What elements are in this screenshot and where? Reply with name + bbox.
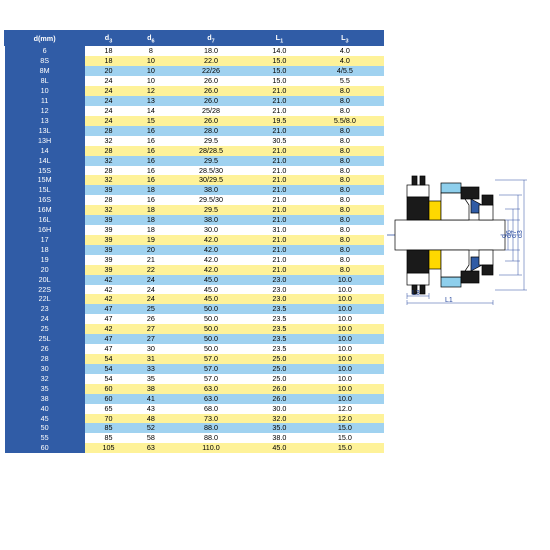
table-row: 18392042.021.08.0: [5, 245, 384, 255]
table-row: 16H391830.031.08.0: [5, 225, 384, 235]
dimension-table: d(mm)d3d6d7L1L3 618818.014.04.08S181022.…: [4, 30, 384, 453]
table-row: 15M321630/29.521.08.0: [5, 175, 384, 185]
table-row: 22S422445.023.010.0: [5, 285, 384, 295]
table-row: 25L472750.023.510.0: [5, 334, 384, 344]
table-row: 16L391838.021.08.0: [5, 215, 384, 225]
table-row: 23472550.023.510.0: [5, 304, 384, 314]
col-header: L3: [306, 31, 383, 46]
table-row: 13241526.019.55.5/8.0: [5, 116, 384, 126]
col-header: d6: [132, 31, 169, 46]
seal-cross-section-diagram: d d6 d7 d3 L3 L1: [387, 165, 532, 305]
table-row: 28543157.025.010.0: [5, 354, 384, 364]
table-row: 11241326.021.08.0: [5, 96, 384, 106]
table-row: 50855288.035.015.0: [5, 423, 384, 433]
dim-l1: L1: [445, 297, 453, 304]
table-row: 14281628/28.521.08.0: [5, 146, 384, 156]
table-row: 32543557.025.010.0: [5, 374, 384, 384]
table-row: 13L281628.021.08.0: [5, 126, 384, 136]
table-row: 6010563110.045.015.0: [5, 443, 384, 453]
table-row: 17391942.021.08.0: [5, 235, 384, 245]
table-row: 30543357.025.010.0: [5, 364, 384, 374]
col-header: d7: [169, 31, 252, 46]
col-header: d3: [85, 31, 133, 46]
table-row: 10241226.021.08.0: [5, 86, 384, 96]
table-row: 16M321829.521.08.0: [5, 205, 384, 215]
table-row: 26473050.023.510.0: [5, 344, 384, 354]
table-row: 16S281629.5/3021.08.0: [5, 195, 384, 205]
table-row: 25422750.023.510.0: [5, 324, 384, 334]
dim-d3: d3: [517, 230, 524, 238]
table-row: 55855888.038.015.0: [5, 433, 384, 443]
table-row: 12241425/2821.08.0: [5, 106, 384, 116]
table-row: 22L422445.023.010.0: [5, 294, 384, 304]
table-row: 8L241026.015.05.5: [5, 76, 384, 86]
table-row: 40654368.030.012.0: [5, 404, 384, 414]
col-header: L1: [253, 31, 307, 46]
table-row: 15S281628.5/3021.08.0: [5, 166, 384, 176]
col-header: d(mm): [5, 31, 85, 46]
table-row: 19392142.021.08.0: [5, 255, 384, 265]
table-row: 20L422445.023.010.0: [5, 275, 384, 285]
table-row: 8M201022/2615.04/5.5: [5, 66, 384, 76]
table-row: 35603863.026.010.0: [5, 384, 384, 394]
table-row: 24472650.023.510.0: [5, 314, 384, 324]
table-row: 14L321629.521.08.0: [5, 156, 384, 166]
table-row: 618818.014.04.0: [5, 46, 384, 56]
table-row: 20392242.021.08.0: [5, 265, 384, 275]
table-row: 38604163.026.010.0: [5, 394, 384, 404]
table-row: 8S181022.015.04.0: [5, 56, 384, 66]
table-row: 15L391838.021.08.0: [5, 185, 384, 195]
table-row: 13H321629.530.58.0: [5, 136, 384, 146]
table-row: 45704873.032.012.0: [5, 414, 384, 424]
dim-l3: L3: [412, 290, 420, 297]
